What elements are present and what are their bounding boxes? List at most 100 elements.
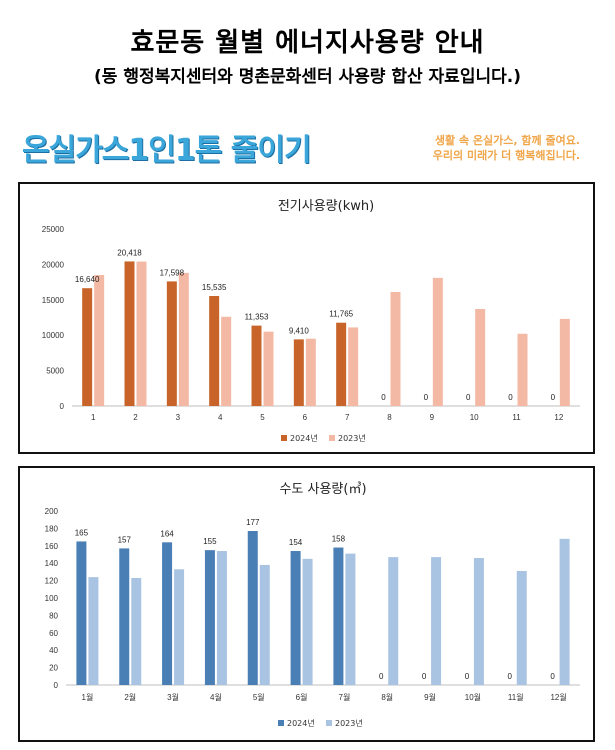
y-tick-label: 120 bbox=[45, 577, 59, 586]
bar-2023 bbox=[174, 569, 185, 685]
x-tick-label: 8월 bbox=[381, 692, 393, 702]
data-label: 11,765 bbox=[329, 310, 353, 319]
x-tick-label: 4 bbox=[218, 413, 223, 422]
x-tick-label: 4월 bbox=[210, 692, 222, 702]
x-tick-label: 9 bbox=[430, 413, 435, 422]
y-tick-label: 20000 bbox=[42, 260, 65, 269]
x-tick-label: 5 bbox=[260, 413, 265, 422]
x-tick-label: 9월 bbox=[424, 692, 436, 702]
y-tick-label: 80 bbox=[49, 611, 58, 620]
y-tick-label: 160 bbox=[45, 542, 59, 551]
x-tick-label: 7 bbox=[345, 413, 350, 422]
electricity-chart-panel: 전기사용량(kwh) 0 5000 10000 15000 20000 25000 16,64… bbox=[18, 182, 595, 454]
bar-2023 bbox=[88, 577, 99, 685]
bar-2023 bbox=[473, 557, 484, 685]
bar-2023 bbox=[94, 275, 105, 406]
data-label: 20,418 bbox=[117, 248, 142, 257]
data-label: 0 bbox=[508, 393, 513, 402]
campaign-slogan: 생활 속 온실가스, 함께 줄여요. 우리의 미래가 더 행복해집니다. bbox=[400, 133, 580, 163]
bar-2023 bbox=[559, 318, 570, 406]
y-tick-label: 180 bbox=[45, 524, 59, 533]
bar-2023 bbox=[390, 292, 401, 406]
bar-2023 bbox=[221, 316, 232, 406]
x-tick-label: 1 bbox=[91, 413, 96, 422]
data-label: 165 bbox=[75, 528, 89, 537]
bar-2024 bbox=[251, 325, 262, 406]
bar-2023 bbox=[136, 261, 147, 406]
data-label: 177 bbox=[246, 518, 260, 527]
bar-2024 bbox=[124, 261, 135, 406]
y-tick-label: 200 bbox=[45, 507, 59, 516]
y-tick-label: 25000 bbox=[42, 225, 65, 234]
bar-2023 bbox=[131, 577, 142, 685]
page-title: 효문동 월별 에너지사용량 안내 bbox=[130, 28, 485, 58]
legend-swatch-2024 bbox=[278, 720, 284, 726]
data-label: 0 bbox=[379, 672, 384, 681]
x-tick-label: 2월 bbox=[124, 692, 136, 702]
bar-2024 bbox=[82, 288, 93, 406]
bar-2024 bbox=[336, 322, 347, 406]
bar-2023 bbox=[388, 557, 399, 685]
legend-swatch-2023 bbox=[326, 720, 332, 726]
legend-label-2024: 2024년 bbox=[287, 718, 315, 728]
x-tick-label: 8 bbox=[387, 413, 392, 422]
data-label: 157 bbox=[118, 535, 132, 544]
data-label: 0 bbox=[422, 672, 427, 681]
legend-label-2024: 2024년 bbox=[290, 433, 318, 443]
x-tick-label: 7월 bbox=[339, 692, 351, 702]
electricity-chart: 전기사용량(kwh)050001000015000200002500016,64… bbox=[42, 199, 580, 443]
legend-label-2023: 2023년 bbox=[338, 433, 366, 443]
bar-2023 bbox=[216, 551, 227, 685]
data-label: 15,535 bbox=[202, 283, 227, 292]
data-label: 154 bbox=[289, 538, 303, 547]
chart-title: 전기사용량(kwh) bbox=[278, 199, 374, 214]
water-chart-panel: 수도 사용량(㎥) 0 20 40 60 80 100 120 140 160 180 200 165 1… bbox=[18, 466, 595, 742]
bar-2023 bbox=[475, 309, 486, 406]
bar-2023 bbox=[431, 557, 442, 685]
bar-2024 bbox=[290, 551, 301, 685]
data-label: 158 bbox=[332, 535, 346, 544]
x-tick-label: 1월 bbox=[82, 692, 94, 702]
y-tick-label: 100 bbox=[45, 594, 59, 603]
y-tick-label: 5000 bbox=[46, 367, 64, 376]
bar-2024 bbox=[247, 531, 258, 685]
x-tick-label: 5월 bbox=[253, 692, 265, 702]
y-tick-label: 20 bbox=[49, 664, 58, 673]
x-tick-label: 12월 bbox=[550, 692, 566, 702]
data-label: 0 bbox=[508, 672, 513, 681]
data-label: 17,598 bbox=[160, 268, 185, 277]
x-tick-label: 10 bbox=[470, 413, 479, 422]
x-tick-label: 3월 bbox=[167, 692, 179, 702]
x-tick-label: 12 bbox=[554, 413, 563, 422]
legend-label-2023: 2023년 bbox=[335, 718, 363, 728]
slogan-line-2: 우리의 미래가 더 행복해집니다. bbox=[432, 149, 580, 162]
data-label: 0 bbox=[424, 393, 429, 402]
y-tick-label: 10000 bbox=[42, 331, 65, 340]
bar-2024 bbox=[293, 339, 304, 406]
bar-2024 bbox=[166, 281, 177, 406]
data-label: 0 bbox=[466, 393, 471, 402]
bar-2023 bbox=[559, 538, 570, 685]
y-tick-label: 140 bbox=[45, 559, 59, 568]
bar-2023 bbox=[259, 564, 270, 685]
page-subtitle: (동 행정복지센터와 명촌문화센터 사용량 합산 자료입니다.) bbox=[94, 67, 521, 87]
data-label: 0 bbox=[465, 672, 470, 681]
chart-title: 수도 사용량(㎥) bbox=[279, 482, 366, 497]
x-tick-label: 2 bbox=[133, 413, 138, 422]
legend-swatch-2023 bbox=[329, 435, 335, 441]
x-tick-label: 3 bbox=[176, 413, 181, 422]
bar-2023 bbox=[178, 272, 189, 406]
data-label: 155 bbox=[203, 537, 217, 546]
bar-2023 bbox=[432, 277, 443, 406]
bar-2023 bbox=[516, 571, 527, 685]
y-tick-label: 60 bbox=[49, 629, 58, 638]
bar-2024 bbox=[333, 547, 344, 685]
campaign-logo: 온실가스1인1톤 줄이기 bbox=[22, 133, 312, 168]
y-tick-label: 0 bbox=[60, 402, 65, 411]
water-chart: 수도 사용량(㎥) 0 20 40 60 80 100 120 140 160 180 200 165 1… bbox=[45, 482, 580, 728]
data-label: 16,640 bbox=[75, 275, 100, 284]
y-tick-label: 0 bbox=[54, 681, 59, 690]
bar-2023 bbox=[517, 333, 528, 406]
legend-swatch-2024 bbox=[281, 435, 287, 441]
data-label: 11,353 bbox=[245, 313, 269, 322]
